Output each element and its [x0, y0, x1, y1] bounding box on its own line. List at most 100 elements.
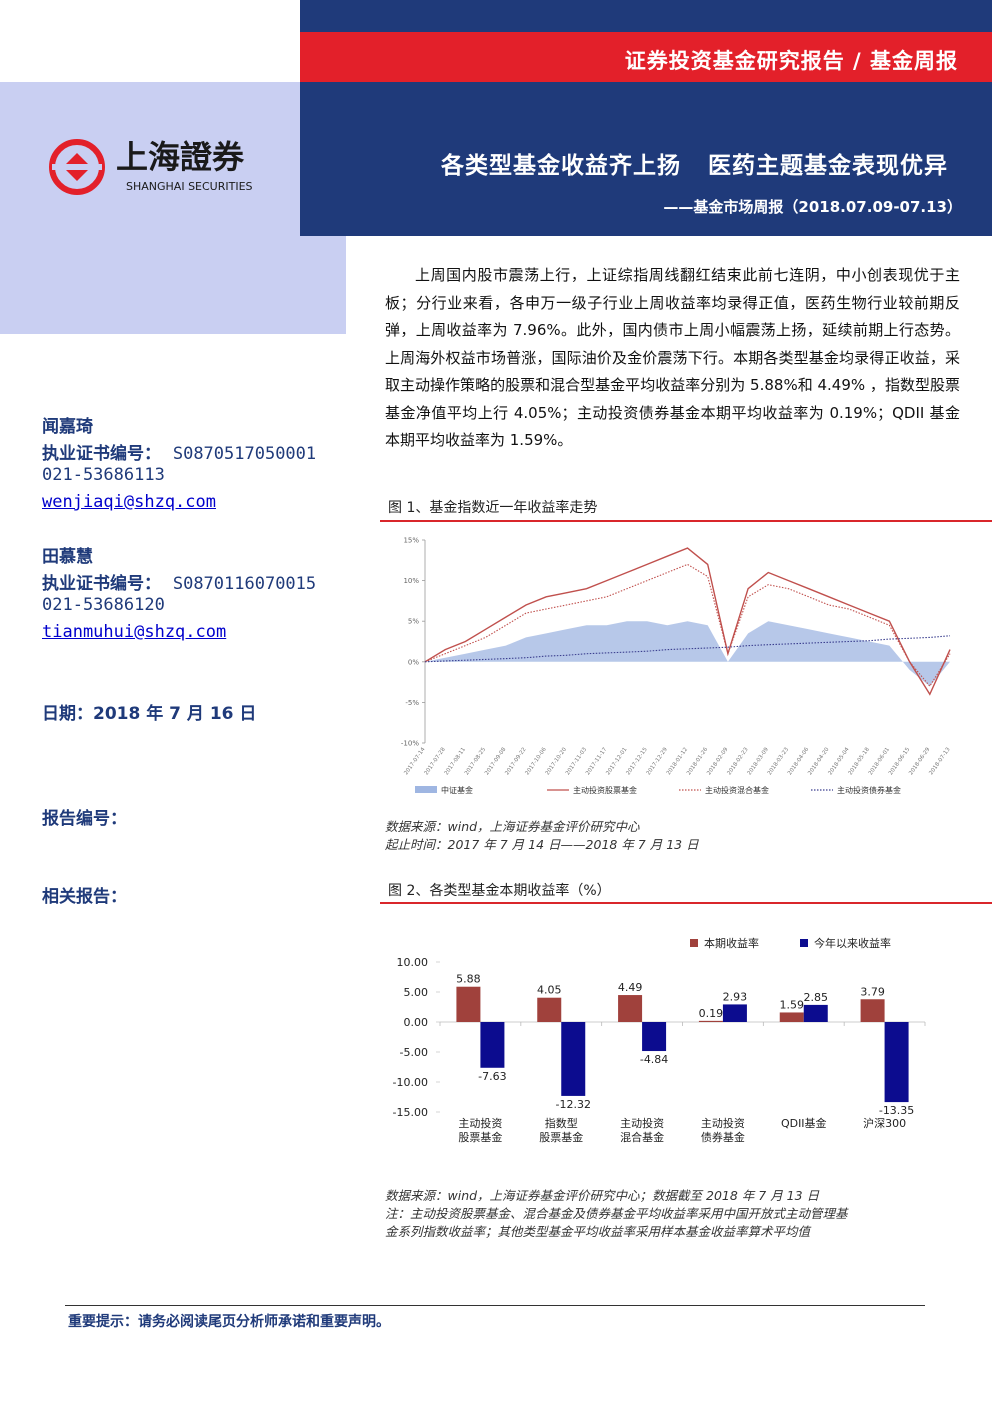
- x-tick-label: 沪深300: [863, 1116, 906, 1130]
- figure-note: 数据来源：wind，上海证券基金评价研究中心；数据截至 2018 年 7 月 1…: [385, 1188, 820, 1203]
- legend-label: 主动投资股票基金: [573, 785, 637, 795]
- figure-title: 图 1、基金指数近一年收益率走势: [388, 500, 598, 516]
- bar: [618, 995, 643, 1022]
- x-tick-label: 债券基金: [701, 1130, 745, 1144]
- bar-value-label: 2.85: [804, 991, 829, 1004]
- legend-label: 中证基金: [441, 785, 473, 795]
- bar-value-label: 3.79: [860, 985, 885, 998]
- author-phone: 021-53686120: [42, 595, 165, 615]
- bar-value-label: -7.63: [478, 1070, 506, 1083]
- logo-gap: [52, 164, 102, 170]
- logo: 上海證券 SHANGHAI SECURITIES: [49, 138, 253, 195]
- line-series: [424, 635, 951, 663]
- author-name: 闻嘉琦: [42, 417, 93, 437]
- y-tick-label: 10%: [403, 577, 419, 585]
- legend-swatch: [800, 939, 808, 947]
- summary-paragraph: 上周国内股市震荡上行，上证综指周线翻红结束此前七连阴，中小创表现优于主板；分行业…: [385, 266, 960, 449]
- cert-number: S0870116070015: [172, 574, 317, 594]
- cert-number: S0870517050001: [172, 444, 317, 464]
- report-date: 日期：2018 年 7 月 16 日: [42, 704, 257, 724]
- author-email[interactable]: wenjiaqi@shzq.com: [42, 492, 216, 512]
- bar-value-label: 0.19: [699, 1007, 724, 1020]
- logo-panel: [0, 82, 300, 236]
- figure-2-chart: 10.00 5.00 0.00 -5.00 -10.00 -15.00 主动投资股票基金 5.…: [393, 936, 926, 1144]
- bar: [884, 1022, 909, 1103]
- report-category: 证券投资基金研究报告 / 基金周报: [624, 49, 958, 73]
- bar-value-label: -4.84: [640, 1053, 668, 1066]
- bar: [642, 1022, 667, 1052]
- cert-label: 执业证书编号：: [42, 574, 161, 594]
- legend-label: 主动投资债券基金: [837, 785, 901, 795]
- figure-title: 图 2、各类型基金本期收益率（%）: [388, 883, 611, 899]
- bar-value-label: 2.93: [723, 990, 748, 1003]
- y-tick-label: -10%: [401, 740, 419, 748]
- area-series: [425, 621, 950, 687]
- x-tick-label: 混合基金: [620, 1130, 664, 1144]
- figure-note: 金系列指数收益率；其他类型基金平均收益率采用样本基金收益率算术平均值: [385, 1224, 811, 1239]
- bar-value-label: 5.88: [456, 973, 481, 986]
- line-series: [424, 547, 951, 696]
- figure-rule: [380, 902, 992, 904]
- author-cert: 执业证书编号： S0870517050001: [42, 439, 316, 464]
- y-tick-label: -5%: [405, 699, 419, 707]
- bar: [561, 1022, 586, 1096]
- bar: [537, 997, 562, 1022]
- legend-swatch: [415, 786, 437, 793]
- author-phone: 021-53686113: [42, 465, 165, 485]
- report-subtitle: ——基金市场周报（2018.07.09-07.13）: [663, 198, 962, 216]
- header-red-band: [300, 32, 992, 82]
- y-tick-label: 10.00: [397, 956, 429, 969]
- cert-label: 执业证书编号：: [42, 444, 161, 464]
- y-tick-label: 5%: [408, 618, 419, 626]
- related-reports-label: 相关报告：: [42, 887, 127, 907]
- bar-value-label: -12.32: [556, 1098, 591, 1111]
- figure-note: 注：主动投资股票基金、混合基金及债券基金平均收益率采用中国开放式主动管理基: [385, 1206, 848, 1221]
- legend-label: 主动投资混合基金: [705, 785, 769, 795]
- legend-swatch: [690, 939, 698, 947]
- report-number-label: 报告编号：: [42, 809, 127, 829]
- x-tick-label: QDII基金: [781, 1116, 827, 1130]
- figure-rule: [380, 520, 992, 522]
- y-tick-label: 0.00: [404, 1016, 429, 1029]
- logo-en: SHANGHAI SECURITIES: [126, 180, 253, 193]
- y-tick-label: -10.00: [393, 1076, 428, 1089]
- figure-note: 数据来源：wind，上海证券基金评价研究中心: [385, 819, 640, 834]
- logo-panel-lower: [0, 236, 346, 334]
- bar-value-label: -13.35: [879, 1104, 914, 1117]
- bar: [779, 1012, 804, 1022]
- bar-value-label: 4.49: [618, 981, 643, 994]
- figure-1-chart: 15%10%5%0%-5%-10%2017-07-142017-07-28201…: [401, 537, 952, 796]
- header-band: [300, 0, 992, 32]
- author-cert: 执业证书编号： S0870116070015: [42, 569, 316, 594]
- line-series: [424, 563, 951, 688]
- y-tick-label: 5.00: [404, 986, 429, 999]
- x-tick-label: 指数型: [545, 1116, 578, 1130]
- x-tick-label: 2018-07-13: [928, 746, 952, 776]
- report-title: 各类型基金收益齐上扬 医药主题基金表现优异: [440, 153, 948, 179]
- x-tick-label: 主动投资: [458, 1116, 502, 1130]
- legend-label: 今年以来收益率: [814, 936, 891, 950]
- bar: [698, 1020, 723, 1022]
- author-email[interactable]: tianmuhui@shzq.com: [42, 622, 227, 642]
- y-tick-label: -15.00: [393, 1106, 428, 1119]
- bar-value-label: 4.05: [537, 984, 562, 997]
- bar-value-label: 1.59: [780, 998, 805, 1011]
- bar: [480, 1022, 505, 1068]
- y-tick-label: 15%: [403, 537, 419, 545]
- x-tick-label: 股票基金: [458, 1130, 502, 1144]
- x-tick-label: 股票基金: [539, 1130, 583, 1144]
- header-title-band: [300, 82, 992, 236]
- legend-label: 本期收益率: [704, 936, 759, 950]
- y-tick-label: 0%: [408, 658, 419, 666]
- footer-notice: 重要提示：请务必阅读尾页分析师承诺和重要声明。: [68, 1314, 390, 1330]
- bar: [803, 1004, 828, 1022]
- author-name: 田慕慧: [42, 547, 93, 567]
- bar: [860, 999, 885, 1022]
- footer-rule: [65, 1305, 925, 1306]
- x-tick-label: 主动投资: [620, 1116, 664, 1130]
- logo-cn: 上海證券: [116, 138, 245, 176]
- figure-note: 起止时间：2017 年 7 月 14 日——2018 年 7 月 13 日: [385, 837, 699, 852]
- y-tick-label: -5.00: [400, 1046, 428, 1059]
- x-tick-label: 主动投资: [701, 1116, 745, 1130]
